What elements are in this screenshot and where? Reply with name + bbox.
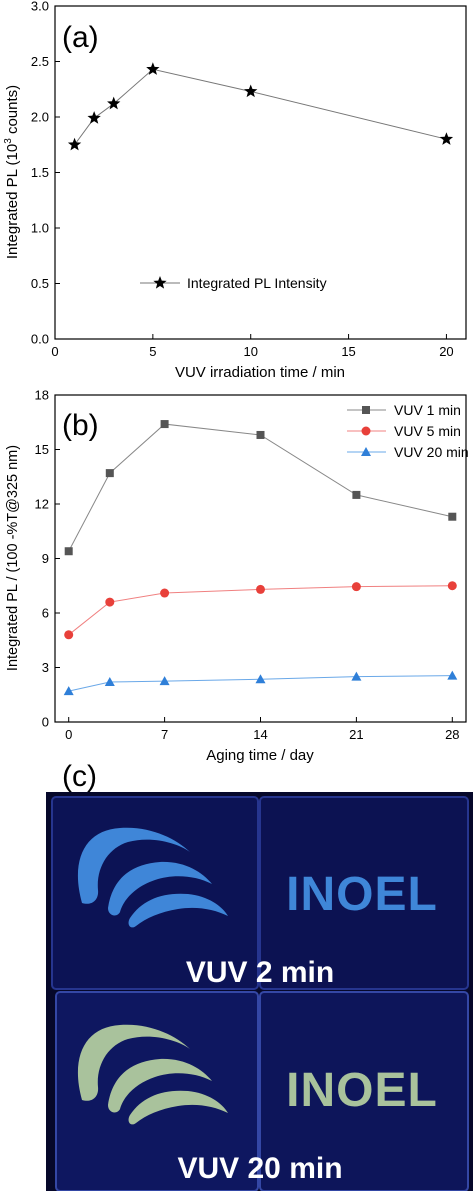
- legend-marker: [362, 406, 370, 414]
- y-tick-label: 3.0: [31, 0, 49, 14]
- y-tick-label: 9: [42, 551, 49, 566]
- panel-a-x-ticks: 0 5 10 15 20: [51, 334, 454, 359]
- series-line: [68, 585, 453, 636]
- data-point: [351, 671, 362, 681]
- x-tick-label: 20: [439, 344, 453, 359]
- inoel-text-top: INOEL: [286, 868, 438, 921]
- data-point: [256, 584, 265, 594]
- y-tick-label: 0.5: [31, 276, 49, 291]
- caption-vuv-20-min: VUV 20 min: [177, 1152, 342, 1185]
- panel-b-x-axis-label: Aging time / day: [206, 747, 314, 764]
- data-point: [107, 96, 121, 110]
- panel-b-legend: VUV 1 min VUV 5 min VUV 20 min: [347, 402, 469, 460]
- legend-marker: [361, 426, 371, 436]
- y-tick-label: 1.0: [31, 221, 49, 236]
- data-point: [159, 676, 170, 686]
- data-point: [160, 420, 169, 429]
- panel-a-legend: Integrated PL Intensity: [140, 275, 327, 291]
- glass-slide-top-right: [259, 796, 469, 990]
- data-point: [64, 630, 74, 640]
- series-line: [68, 675, 453, 692]
- panel-c-photo: INOEL INOEL VUV 2 min VUV 20 min: [46, 792, 473, 1191]
- y-tick-label: 0: [42, 715, 49, 730]
- logo-swoosh-top: [77, 827, 228, 928]
- data-point: [352, 490, 361, 499]
- panel-a-legend-star-marker: [153, 276, 167, 289]
- panel-b-series: [63, 420, 458, 696]
- y-tick-label: 3: [42, 660, 49, 675]
- x-tick-label: 0: [51, 344, 58, 359]
- panel-a-y-axis-label: Integrated PL (103 counts): [3, 85, 21, 259]
- series-line: [68, 423, 453, 552]
- y-tick-label: 6: [42, 606, 49, 621]
- panel-a-label: (a): [62, 21, 99, 54]
- data-point: [244, 84, 258, 98]
- data-point: [447, 581, 457, 591]
- panel-b-label: (b): [62, 409, 99, 442]
- y-tick-label: 12: [35, 497, 49, 512]
- data-point: [146, 62, 160, 75]
- legend-marker: [361, 447, 371, 456]
- data-point: [448, 512, 457, 521]
- data-point: [87, 111, 101, 124]
- panel-b-y-axis-label: Integrated PL / (100 -%T@325 nm): [5, 445, 21, 671]
- data-point: [105, 469, 114, 478]
- data-point: [160, 588, 170, 598]
- x-tick-label: 0: [65, 727, 72, 742]
- panel-b-y-ticks: 0 3 6 9 12 15 18: [35, 388, 60, 730]
- panel-a-x-axis-label: VUV irradiation time / min: [175, 364, 345, 381]
- legend-label: VUV 5 min: [394, 423, 461, 439]
- data-point: [63, 686, 74, 696]
- x-tick-label: 14: [253, 727, 267, 742]
- glass-slide-bottom-right: [259, 991, 469, 1191]
- data-point: [447, 670, 458, 680]
- x-tick-label: 5: [149, 344, 156, 359]
- x-tick-label: 28: [445, 727, 459, 742]
- data-point: [105, 597, 115, 607]
- panel-a-chart: (a) 0 5 10 15 20 0.0 0.5 1.0 1.5 2.0 2.5 3.0 VUV i…: [3, 0, 467, 381]
- x-tick-label: 10: [243, 344, 257, 359]
- y-tick-label: 0.0: [31, 332, 49, 347]
- legend-label: VUV 1 min: [394, 402, 461, 418]
- caption-vuv-2-min: VUV 2 min: [186, 956, 334, 989]
- data-point: [256, 430, 265, 439]
- data-point: [64, 547, 73, 556]
- data-point: [439, 132, 454, 145]
- data-point: [104, 677, 115, 687]
- data-point: [255, 674, 266, 684]
- y-tick-label: 2.0: [31, 110, 49, 125]
- panel-a-series: [67, 62, 454, 151]
- inoel-text-bottom: INOEL: [286, 1064, 438, 1117]
- panel-b-chart: (b) 0 7 14 21 28 0 3 6 9 12 15 18 Aging time / day…: [5, 388, 469, 765]
- logo-swoosh-bottom: [77, 1024, 228, 1125]
- panel-b-x-ticks: 0 7 14 21 28: [65, 717, 460, 742]
- y-tick-label: 2.5: [31, 54, 49, 69]
- data-point: [67, 137, 82, 151]
- y-tick-label: 18: [35, 388, 49, 403]
- x-tick-label: 21: [349, 727, 363, 742]
- x-tick-label: 7: [161, 727, 168, 742]
- series-line: [74, 68, 447, 146]
- x-tick-label: 15: [341, 344, 355, 359]
- legend-label: VUV 20 min: [394, 444, 469, 460]
- y-tick-label: 1.5: [31, 165, 49, 180]
- panel-a-y-ticks: 0.0 0.5 1.0 1.5 2.0 2.5 3.0: [31, 0, 60, 347]
- data-point: [351, 582, 361, 592]
- y-tick-label: 15: [35, 442, 49, 457]
- panel-a-legend-label: Integrated PL Intensity: [187, 275, 327, 291]
- panel-c-label: (c): [62, 760, 97, 793]
